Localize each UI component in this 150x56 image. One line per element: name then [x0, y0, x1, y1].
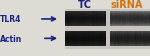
- Text: Actin: Actin: [0, 34, 22, 43]
- Bar: [64, 10, 150, 49]
- Text: siRNA: siRNA: [111, 0, 143, 9]
- Text: TLR4: TLR4: [0, 15, 21, 24]
- Text: TC: TC: [78, 0, 92, 9]
